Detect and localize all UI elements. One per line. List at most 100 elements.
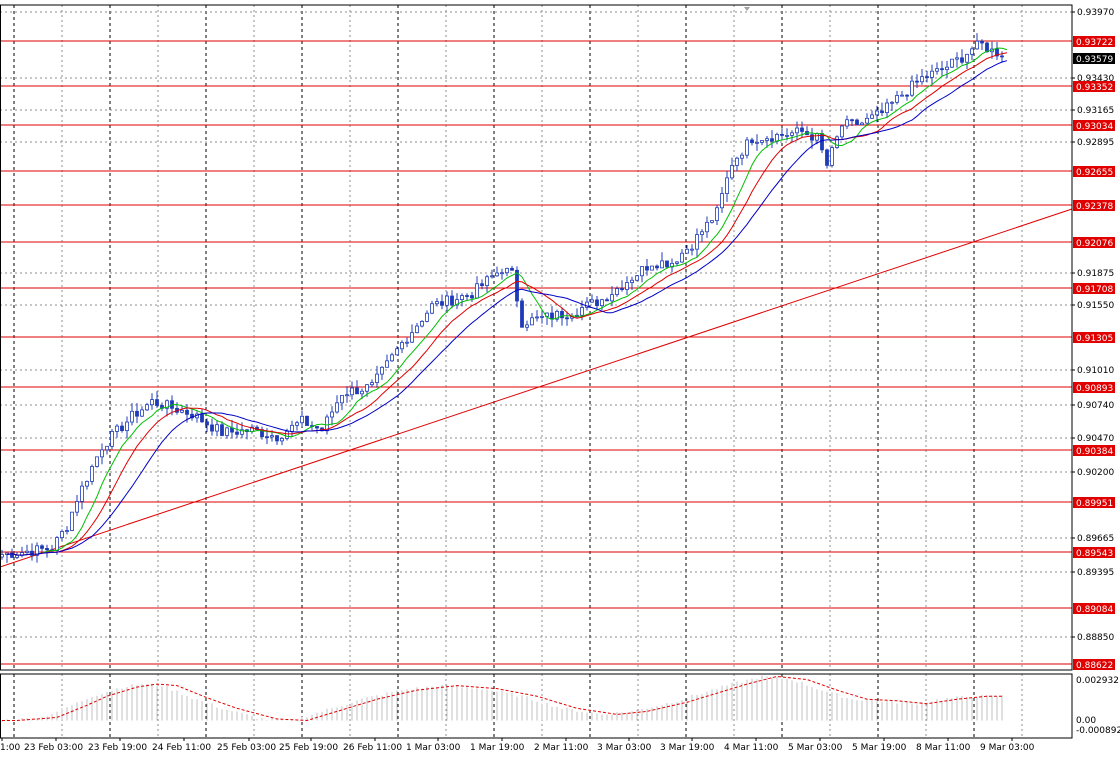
candle-body <box>905 94 909 97</box>
candle-body <box>800 127 804 132</box>
candle-body <box>400 342 404 350</box>
candle-body <box>490 275 494 278</box>
time-label: 8 Mar 11:00 <box>916 743 971 753</box>
level-label-bg <box>1073 166 1115 177</box>
candle-body <box>395 348 399 356</box>
oscillator-panel-border <box>0 673 1073 739</box>
candle-body <box>735 157 739 166</box>
candle-body <box>165 400 169 409</box>
candle-body <box>725 177 729 194</box>
candle-body <box>730 165 734 179</box>
candle-body <box>290 424 294 432</box>
candle-body <box>765 138 769 141</box>
candle-body <box>840 125 844 138</box>
candle-body <box>580 307 584 316</box>
candle-body <box>135 410 139 417</box>
candle-body <box>980 40 984 44</box>
price-label: 0.90200 <box>1077 468 1114 478</box>
level-label: 0.93352 <box>1076 83 1113 93</box>
candle-body <box>620 288 624 290</box>
candle-body <box>690 248 694 251</box>
candle-body <box>480 283 484 286</box>
candle-body <box>45 548 49 551</box>
candle-body <box>100 449 104 458</box>
price-axis: 0.93970 0.93430 0.93165 0.92895 0.91875 0.915… <box>1072 8 1115 643</box>
candle-body <box>785 134 789 137</box>
candle-body <box>660 260 664 269</box>
candle-body <box>435 301 439 305</box>
time-label: 25 Feb 19:00 <box>279 743 338 753</box>
moving-average-fast <box>6 47 1008 556</box>
candle-body <box>515 269 519 302</box>
candle-body <box>770 138 774 142</box>
time-label: 24 Feb 11:00 <box>152 743 211 753</box>
candle-body <box>710 220 714 223</box>
candle-body <box>870 114 874 119</box>
horizontal-level-lines: 0.93722 0.93352 0.93034 0.92655 0.92378 0.920… <box>0 36 1115 671</box>
candle-body <box>900 94 904 97</box>
candle-body <box>875 110 879 116</box>
candle-body <box>275 435 279 442</box>
level-label: 0.91305 <box>1076 334 1113 344</box>
price-label: 0.91010 <box>1077 366 1114 376</box>
candle-body <box>215 424 219 432</box>
candle-body <box>150 399 154 406</box>
candle-body <box>640 266 644 277</box>
candle-body <box>865 117 869 124</box>
candle-body <box>815 133 819 141</box>
candle-body <box>680 252 684 263</box>
candle-body <box>445 295 449 306</box>
candle-body <box>625 282 629 290</box>
candle-body <box>535 316 539 319</box>
candle-body <box>360 390 364 395</box>
time-label: 9 Mar 03:00 <box>980 743 1035 753</box>
candle-body <box>25 550 29 553</box>
level-label-bg <box>1073 659 1115 670</box>
candle-body <box>130 410 134 423</box>
support-trendline <box>0 208 1073 568</box>
candle-body <box>235 431 239 435</box>
candle-body <box>880 110 884 114</box>
candle-body <box>895 95 899 103</box>
candle-body <box>685 248 689 254</box>
price-label: 0.89395 <box>1077 568 1114 578</box>
chart-grid <box>0 5 1072 738</box>
candle-body <box>70 511 74 531</box>
candle-body <box>485 276 489 286</box>
candle-body <box>740 154 744 159</box>
moving-average-slow <box>6 60 1008 556</box>
candle-body <box>210 424 214 432</box>
current-price-label: 0.93579 <box>1076 55 1113 65</box>
price-label: 0.92895 <box>1077 138 1114 148</box>
candle-body <box>715 207 719 222</box>
time-label: 3 Mar 03:00 <box>597 743 652 753</box>
candle-body <box>550 312 554 320</box>
time-label: 5 Mar 19:00 <box>852 743 907 753</box>
level-label: 0.88622 <box>1076 661 1113 671</box>
time-label: 23 Feb 03:00 <box>24 743 83 753</box>
candle-body <box>745 139 749 156</box>
candle-body <box>650 265 654 271</box>
level-label: 0.90384 <box>1076 447 1113 457</box>
candle-body <box>240 429 244 435</box>
candle-body <box>465 295 469 297</box>
candle-body <box>670 262 674 268</box>
candle-body <box>750 139 754 144</box>
level-label-bg <box>1073 36 1115 47</box>
moving-averages <box>6 47 1008 556</box>
candle-body <box>520 300 524 328</box>
candle-body <box>860 122 864 126</box>
candle-body <box>475 283 479 299</box>
candle-body <box>720 193 724 209</box>
candle-body <box>380 366 384 375</box>
candle-body <box>270 435 274 438</box>
candle-body <box>920 76 924 83</box>
candle-body <box>940 68 944 71</box>
trendline <box>0 208 1073 568</box>
candle-body <box>885 102 889 114</box>
candle-body <box>220 424 224 436</box>
candle-body <box>955 57 959 60</box>
shift-marker-icon <box>744 7 750 11</box>
candle-body <box>300 415 304 424</box>
